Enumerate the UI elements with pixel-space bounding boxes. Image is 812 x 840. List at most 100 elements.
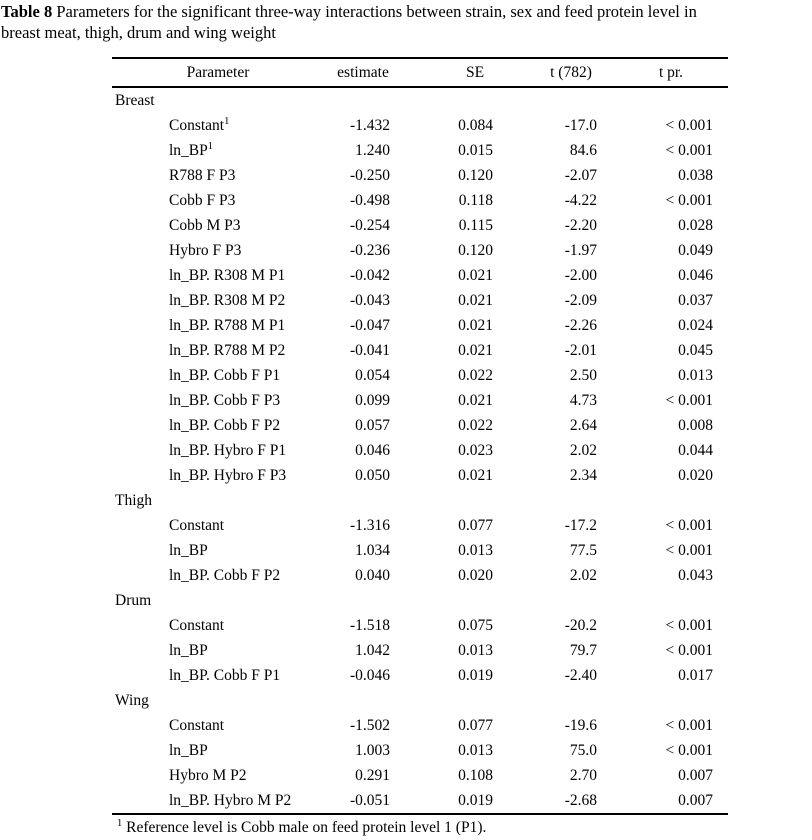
parameter-cell: ln_BP. Cobb F P2 [169, 567, 281, 584]
estimate-cell: -0.498 [349, 192, 390, 209]
parameter-cell: ln_BP. Hybro F P1 [169, 442, 287, 459]
tpr-cell: 0.007 [678, 767, 713, 784]
section-row: Breast [112, 87, 728, 113]
tpr-cell: < 0.001 [665, 142, 714, 159]
t-cell: 84.6 [569, 142, 597, 159]
t-cell: 75.0 [569, 742, 597, 759]
parameter-cell: Hybro F P3 [169, 242, 242, 259]
se-cell: 0.021 [458, 467, 493, 484]
tpr-cell: 0.024 [678, 317, 713, 334]
estimate-cell: 0.040 [355, 567, 390, 584]
t-cell: 2.02 [569, 442, 597, 459]
parameter-cell: ln_BP. Cobb F P1 [169, 667, 281, 684]
parameter-cell: ln_BP [169, 642, 208, 659]
t-cell: -20.2 [564, 617, 597, 634]
estimate-cell: 1.042 [355, 642, 390, 659]
t-cell: -17.2 [564, 517, 597, 534]
t-cell: -4.22 [564, 192, 597, 209]
table-row: ln_BP 1.042 0.013 79.7 < 0.001 [112, 638, 728, 663]
table-body: Breast Constant1 -1.432 0.084 -17.0 < 0.001 ln… [112, 87, 728, 814]
se-cell: 0.084 [458, 117, 493, 134]
table-row: ln_BP. R788 M P1 -0.047 0.021 -2.26 0.024 [112, 313, 728, 338]
t-cell: -2.20 [564, 217, 597, 234]
parameter-footnote-marker: 1 [224, 115, 230, 127]
se-cell: 0.075 [458, 617, 493, 634]
tpr-cell: 0.046 [678, 267, 713, 284]
parameter-cell: ln_BP. R308 M P1 [169, 267, 286, 284]
tpr-cell: 0.043 [678, 567, 713, 584]
tpr-cell: 0.028 [678, 217, 713, 234]
estimate-cell: 0.291 [355, 767, 390, 784]
parameter-cell: ln_BP. R788 M P1 [169, 317, 286, 334]
parameter-cell: ln_BP. Cobb F P2 [169, 417, 281, 434]
table-row: ln_BP. R308 M P2 -0.043 0.021 -2.09 0.037 [112, 288, 728, 313]
estimate-cell: 1.034 [355, 542, 390, 559]
table-row: ln_BP. Hybro F P1 0.046 0.023 2.02 0.044 [112, 438, 728, 463]
table-row: ln_BP. R788 M P2 -0.041 0.021 -2.01 0.045 [112, 338, 728, 363]
table-row: ln_BP. R308 M P1 -0.042 0.021 -2.00 0.046 [112, 263, 728, 288]
estimate-cell: -0.046 [349, 667, 390, 684]
tpr-cell: 0.008 [678, 417, 713, 434]
parameter-cell: R788 F P3 [169, 167, 236, 184]
estimate-cell: 0.057 [355, 417, 390, 434]
se-cell: 0.118 [458, 192, 493, 209]
tpr-cell: 0.037 [678, 292, 713, 309]
section-label: Thigh [115, 492, 153, 509]
table-row: Constant1 -1.432 0.084 -17.0 < 0.001 [112, 113, 728, 138]
parameters-table-wrap: Parameter estimate SE t (782) t pr. Brea… [112, 57, 728, 837]
footnote-text: Reference level is Cobb male on feed pro… [122, 819, 487, 836]
se-cell: 0.077 [458, 517, 493, 534]
tpr-cell: 0.007 [678, 792, 713, 809]
parameter-cell: Hybro M P2 [169, 767, 247, 784]
table-row: Constant -1.502 0.077 -19.6 < 0.001 [112, 713, 728, 738]
parameter-cell: ln_BP. Cobb F P3 [169, 392, 281, 409]
table-caption: Table 8 Parameters for the significant t… [1, 1, 811, 43]
table-row: ln_BP. Hybro F P3 0.050 0.021 2.34 0.020 [112, 463, 728, 488]
se-cell: 0.120 [458, 242, 493, 259]
parameter-cell: ln_BP. Hybro M P2 [169, 792, 292, 809]
estimate-cell: -0.043 [349, 292, 390, 309]
section-label: Wing [115, 692, 149, 709]
se-cell: 0.021 [458, 292, 493, 309]
table-row: ln_BP1 1.240 0.015 84.6 < 0.001 [112, 138, 728, 163]
t-cell: 79.7 [569, 642, 597, 659]
t-cell: 2.64 [569, 417, 597, 434]
parameters-table: Parameter estimate SE t (782) t pr. Brea… [112, 57, 728, 815]
t-cell: 2.34 [569, 467, 597, 484]
parameter-cell: Constant1 [169, 115, 230, 134]
estimate-cell: -1.502 [349, 717, 390, 734]
estimate-cell: -0.254 [349, 217, 390, 234]
parameter-cell: Constant [169, 517, 225, 534]
se-cell: 0.021 [458, 342, 493, 359]
se-cell: 0.019 [458, 792, 493, 809]
section-label: Breast [115, 92, 155, 109]
parameter-cell: ln_BP1 [169, 140, 214, 159]
t-cell: -19.6 [564, 717, 597, 734]
parameter-cell: Constant [169, 617, 225, 634]
table-footnote: 1 Reference level is Cobb male on feed p… [112, 818, 728, 837]
parameter-cell: Constant [169, 717, 225, 734]
parameter-cell: ln_BP [169, 742, 208, 759]
t-cell: 2.50 [569, 367, 597, 384]
tpr-cell: < 0.001 [665, 192, 714, 209]
table-row: Hybro M P2 0.291 0.108 2.70 0.007 [112, 763, 728, 788]
table-row: ln_BP 1.003 0.013 75.0 < 0.001 [112, 738, 728, 763]
header-row: Parameter estimate SE t (782) t pr. [112, 58, 728, 87]
table-row: ln_BP. Hybro M P2 -0.051 0.019 -2.68 0.007 [112, 788, 728, 814]
se-cell: 0.021 [458, 317, 493, 334]
tpr-cell: < 0.001 [665, 542, 714, 559]
table-row: ln_BP. Cobb F P1 0.054 0.022 2.50 0.013 [112, 363, 728, 388]
t-cell: 2.70 [569, 767, 597, 784]
table-row: ln_BP. Cobb F P2 0.040 0.020 2.02 0.043 [112, 563, 728, 588]
table-row: ln_BP. Cobb F P3 0.099 0.021 4.73 < 0.001 [112, 388, 728, 413]
tpr-cell: < 0.001 [665, 392, 714, 409]
header-tpr: t pr. [658, 64, 684, 81]
table-row: Constant -1.316 0.077 -17.2 < 0.001 [112, 513, 728, 538]
tpr-cell: 0.049 [678, 242, 713, 259]
table-caption-label: Table 8 [1, 2, 53, 21]
estimate-cell: -0.041 [349, 342, 390, 359]
parameter-cell: ln_BP. Cobb F P1 [169, 367, 281, 384]
se-cell: 0.013 [458, 542, 493, 559]
se-cell: 0.020 [458, 567, 493, 584]
